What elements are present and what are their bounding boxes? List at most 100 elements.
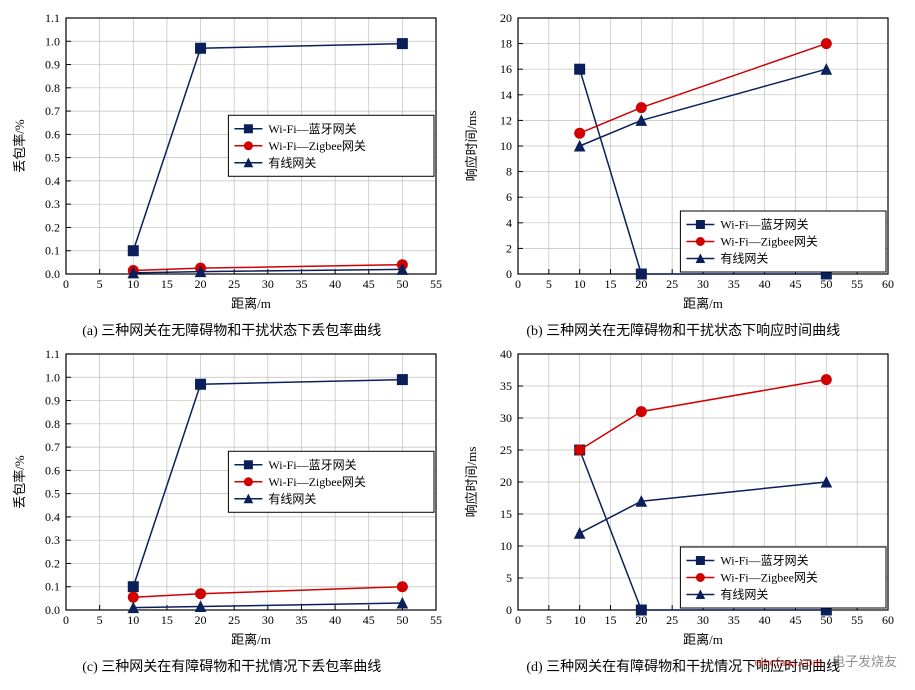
svg-text:60: 60 bbox=[882, 277, 894, 291]
svg-text:0.4: 0.4 bbox=[45, 510, 60, 524]
svg-text:15: 15 bbox=[604, 277, 616, 291]
caption-a: (a) 三种网关在无障碍物和干扰状态下丢包率曲线 bbox=[8, 320, 456, 340]
svg-text:0.8: 0.8 bbox=[45, 81, 60, 95]
svg-text:Wi-Fi—Zigbee网关: Wi-Fi—Zigbee网关 bbox=[268, 475, 366, 489]
svg-text:0.1: 0.1 bbox=[45, 580, 60, 594]
svg-text:25: 25 bbox=[666, 277, 678, 291]
svg-text:有线网关: 有线网关 bbox=[720, 588, 768, 602]
svg-text:5: 5 bbox=[506, 571, 512, 585]
svg-text:Wi-Fi—蓝牙网关: Wi-Fi—蓝牙网关 bbox=[268, 458, 356, 472]
panel-b: 0510152025303540455055600246810121416182… bbox=[460, 8, 908, 340]
svg-text:30: 30 bbox=[697, 277, 709, 291]
svg-text:2: 2 bbox=[506, 241, 512, 255]
svg-text:0.5: 0.5 bbox=[45, 487, 60, 501]
svg-text:35: 35 bbox=[727, 613, 739, 627]
svg-text:响应时间/ms: 响应时间/ms bbox=[464, 111, 479, 182]
svg-text:1.1: 1.1 bbox=[45, 347, 60, 361]
svg-text:10: 10 bbox=[127, 277, 139, 291]
svg-text:55: 55 bbox=[430, 613, 442, 627]
svg-text:25: 25 bbox=[228, 613, 240, 627]
chart-d: 0510152025303540455055600510152025303540… bbox=[460, 344, 900, 654]
caption-b: (b) 三种网关在无障碍物和干扰状态下响应时间曲线 bbox=[460, 320, 908, 340]
svg-text:35: 35 bbox=[295, 277, 307, 291]
svg-text:Wi-Fi—蓝牙网关: Wi-Fi—蓝牙网关 bbox=[720, 554, 808, 568]
panel-d: 0510152025303540455055600510152025303540… bbox=[460, 344, 908, 676]
svg-text:35: 35 bbox=[295, 613, 307, 627]
svg-text:15: 15 bbox=[161, 613, 173, 627]
svg-text:0.3: 0.3 bbox=[45, 533, 60, 547]
svg-text:0.7: 0.7 bbox=[45, 104, 60, 118]
svg-text:20: 20 bbox=[195, 613, 207, 627]
svg-text:响应时间/ms: 响应时间/ms bbox=[464, 447, 479, 518]
chart-a: 05101520253035404550550.00.10.20.30.40.5… bbox=[8, 8, 448, 318]
chart-b: 0510152025303540455055600246810121416182… bbox=[460, 8, 900, 318]
svg-text:0.2: 0.2 bbox=[45, 556, 60, 570]
svg-text:30: 30 bbox=[500, 411, 512, 425]
svg-text:8: 8 bbox=[506, 165, 512, 179]
svg-text:有线网关: 有线网关 bbox=[268, 492, 316, 506]
svg-text:50: 50 bbox=[396, 277, 408, 291]
svg-text:5: 5 bbox=[97, 277, 103, 291]
svg-text:距离/m: 距离/m bbox=[231, 632, 271, 647]
svg-text:25: 25 bbox=[228, 277, 240, 291]
svg-text:55: 55 bbox=[851, 613, 863, 627]
caption-c: (c) 三种网关在有障碍物和干扰情况下丢包率曲线 bbox=[8, 656, 456, 676]
svg-text:45: 45 bbox=[363, 277, 375, 291]
svg-text:10: 10 bbox=[573, 277, 585, 291]
caption-d: (d) 三种网关在有障碍物和干扰情况下响应时间曲线 bbox=[460, 656, 908, 676]
svg-text:1.1: 1.1 bbox=[45, 11, 60, 25]
svg-text:25: 25 bbox=[500, 443, 512, 457]
svg-text:Wi-Fi—蓝牙网关: Wi-Fi—蓝牙网关 bbox=[720, 218, 808, 232]
svg-text:30: 30 bbox=[697, 613, 709, 627]
svg-text:1.0: 1.0 bbox=[45, 34, 60, 48]
svg-text:45: 45 bbox=[789, 277, 801, 291]
svg-text:有线网关: 有线网关 bbox=[268, 156, 316, 170]
svg-text:30: 30 bbox=[262, 277, 274, 291]
svg-text:18: 18 bbox=[500, 37, 512, 51]
svg-text:40: 40 bbox=[329, 613, 341, 627]
svg-text:25: 25 bbox=[666, 613, 678, 627]
svg-text:35: 35 bbox=[727, 277, 739, 291]
svg-text:35: 35 bbox=[500, 379, 512, 393]
svg-text:Wi-Fi—Zigbee网关: Wi-Fi—Zigbee网关 bbox=[720, 235, 818, 249]
svg-text:0: 0 bbox=[515, 277, 521, 291]
svg-text:40: 40 bbox=[500, 347, 512, 361]
svg-text:0: 0 bbox=[506, 603, 512, 617]
svg-text:10: 10 bbox=[500, 139, 512, 153]
svg-text:55: 55 bbox=[430, 277, 442, 291]
svg-text:丢包率/%: 丢包率/% bbox=[12, 119, 27, 173]
svg-text:55: 55 bbox=[851, 277, 863, 291]
svg-text:0.9: 0.9 bbox=[45, 394, 60, 408]
svg-text:Wi-Fi—Zigbee网关: Wi-Fi—Zigbee网关 bbox=[268, 139, 366, 153]
svg-text:5: 5 bbox=[545, 277, 551, 291]
svg-text:10: 10 bbox=[500, 539, 512, 553]
svg-text:0.0: 0.0 bbox=[45, 267, 60, 281]
svg-text:15: 15 bbox=[604, 613, 616, 627]
svg-text:0.1: 0.1 bbox=[45, 244, 60, 258]
svg-text:0.7: 0.7 bbox=[45, 440, 60, 454]
svg-text:10: 10 bbox=[127, 613, 139, 627]
svg-text:距离/m: 距离/m bbox=[231, 296, 271, 311]
svg-text:0.0: 0.0 bbox=[45, 603, 60, 617]
svg-text:12: 12 bbox=[500, 113, 512, 127]
svg-text:0.9: 0.9 bbox=[45, 58, 60, 72]
svg-text:Wi-Fi—Zigbee网关: Wi-Fi—Zigbee网关 bbox=[720, 571, 818, 585]
svg-text:0: 0 bbox=[515, 613, 521, 627]
svg-text:距离/m: 距离/m bbox=[683, 296, 723, 311]
svg-text:40: 40 bbox=[758, 277, 770, 291]
svg-text:45: 45 bbox=[363, 613, 375, 627]
svg-text:距离/m: 距离/m bbox=[683, 632, 723, 647]
svg-text:15: 15 bbox=[161, 277, 173, 291]
svg-text:0.6: 0.6 bbox=[45, 127, 60, 141]
svg-text:40: 40 bbox=[329, 277, 341, 291]
svg-text:0: 0 bbox=[506, 267, 512, 281]
svg-text:0: 0 bbox=[63, 613, 69, 627]
svg-text:50: 50 bbox=[396, 613, 408, 627]
svg-text:0.6: 0.6 bbox=[45, 463, 60, 477]
panel-c: 05101520253035404550550.00.10.20.30.40.5… bbox=[8, 344, 456, 676]
svg-text:Wi-Fi—蓝牙网关: Wi-Fi—蓝牙网关 bbox=[268, 122, 356, 136]
svg-text:30: 30 bbox=[262, 613, 274, 627]
svg-text:40: 40 bbox=[758, 613, 770, 627]
svg-text:1.0: 1.0 bbox=[45, 370, 60, 384]
svg-text:有线网关: 有线网关 bbox=[720, 252, 768, 266]
